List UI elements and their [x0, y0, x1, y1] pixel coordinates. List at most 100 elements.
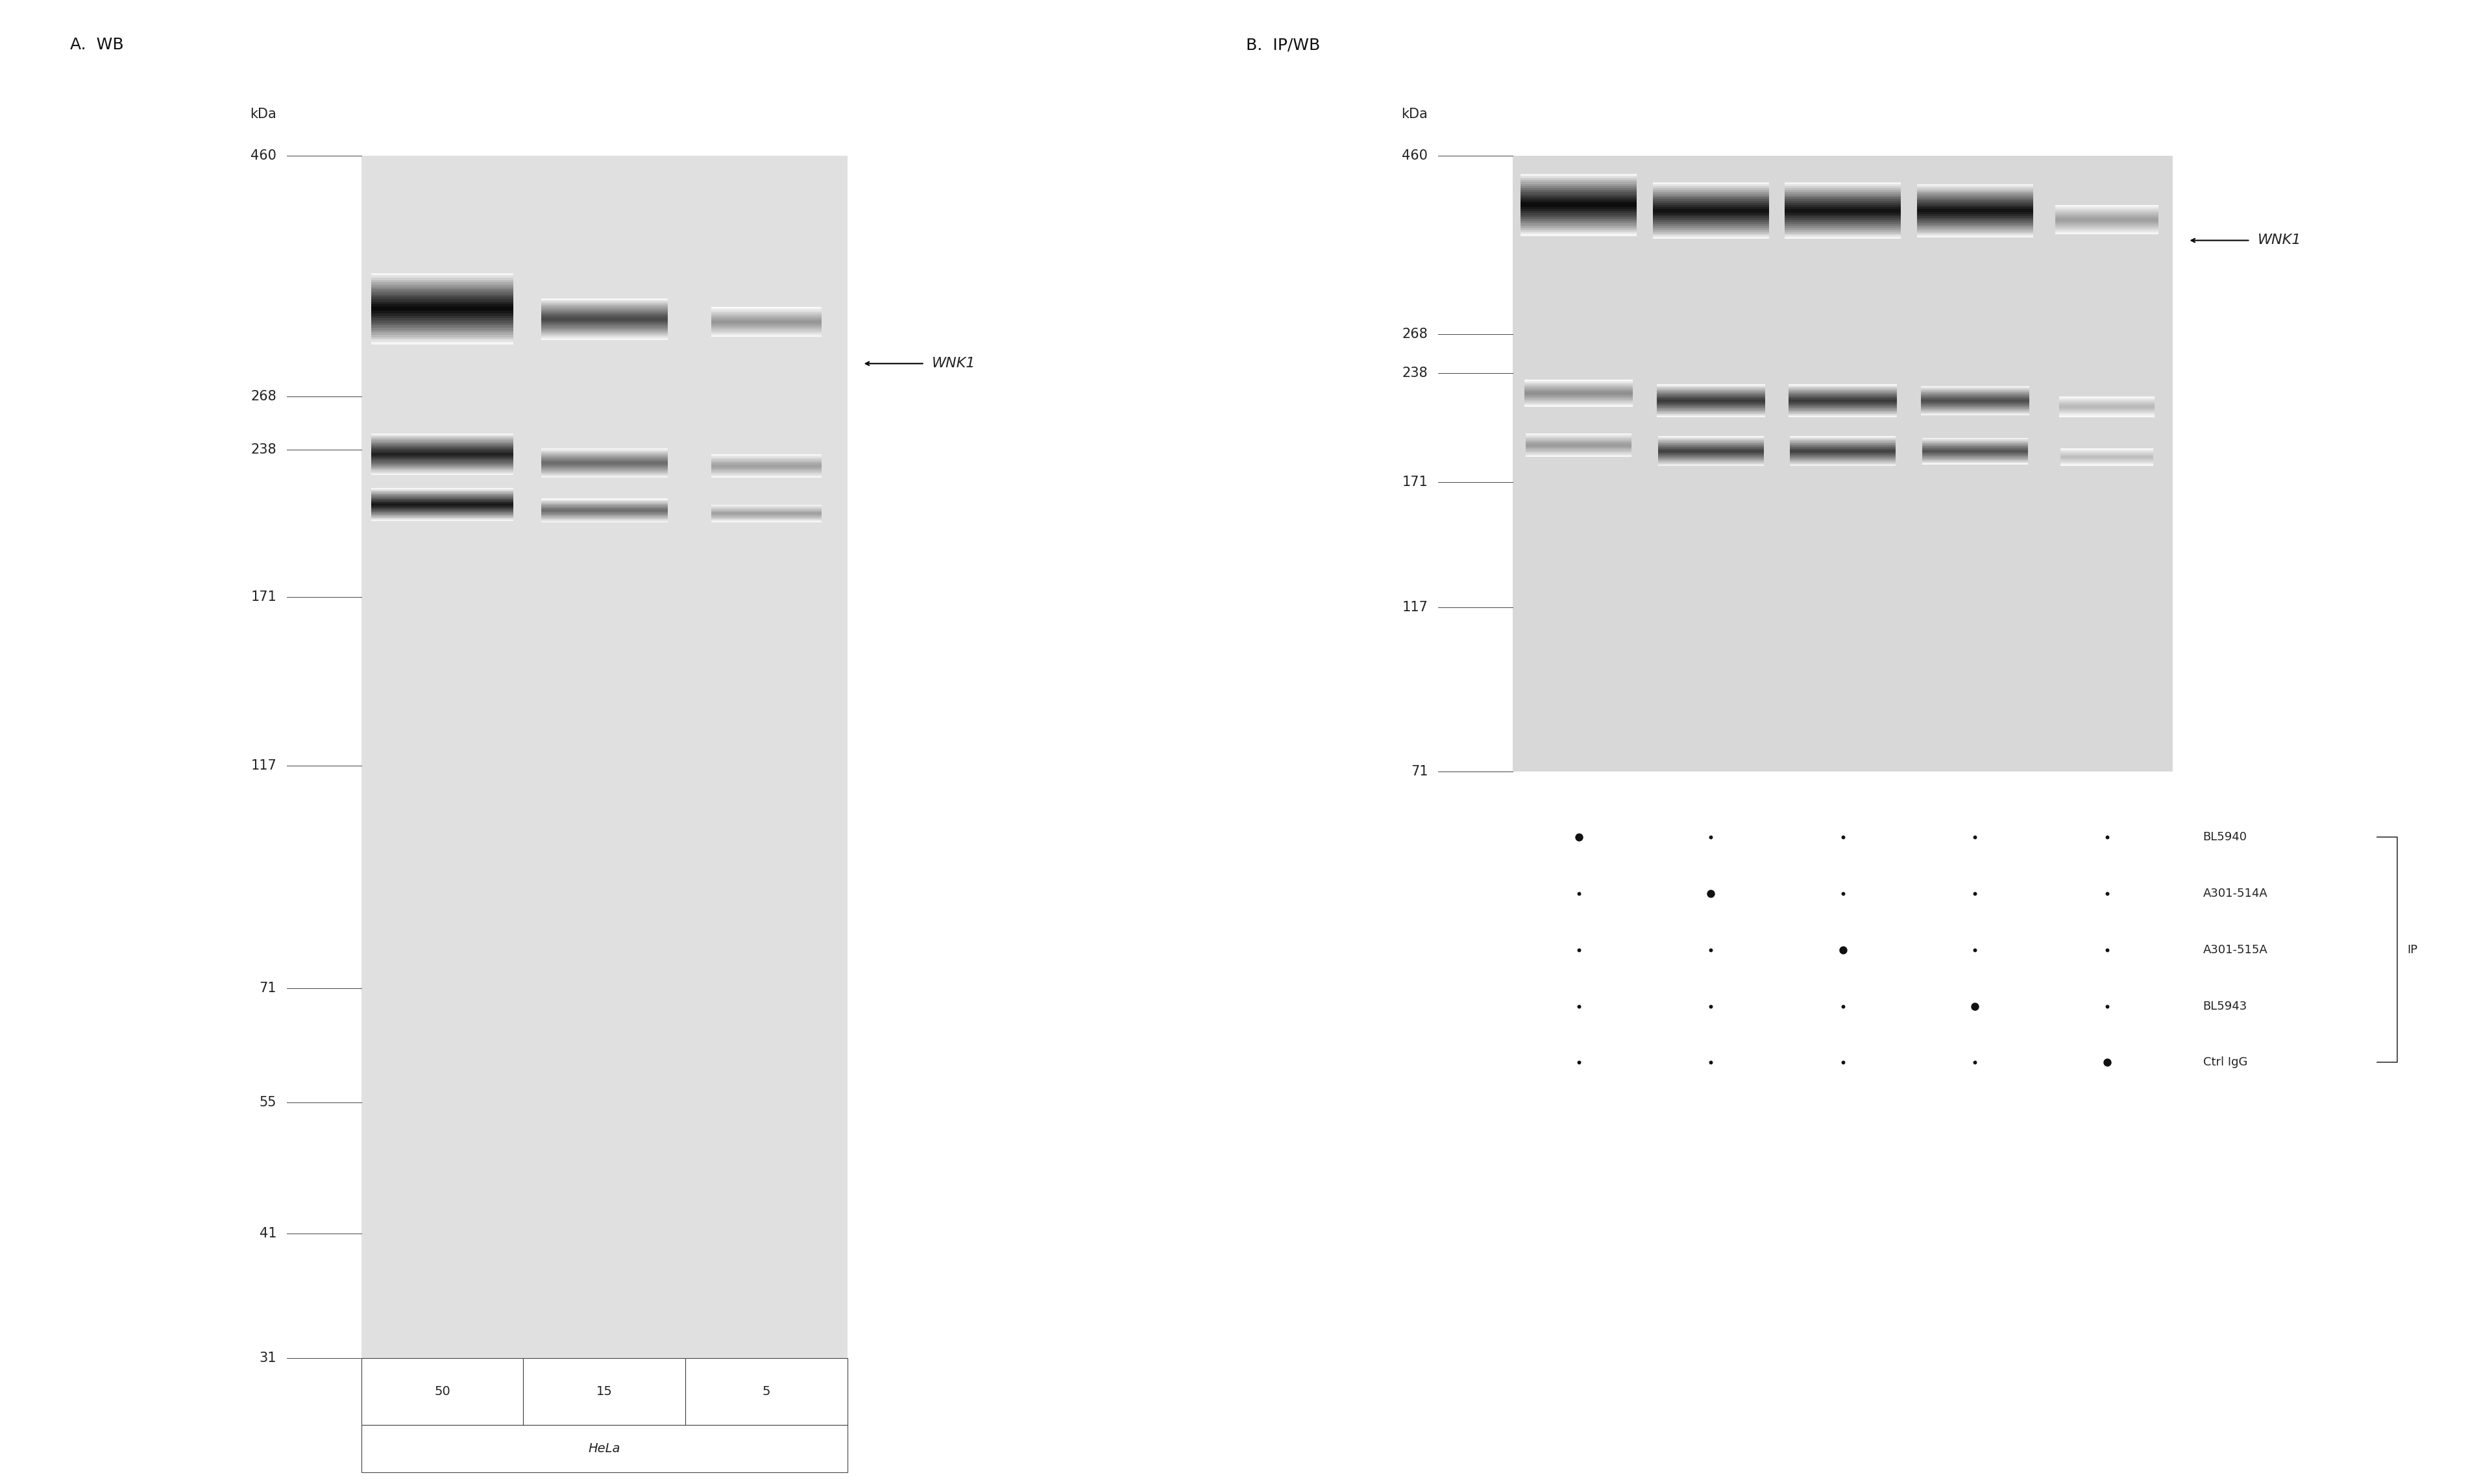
Bar [1520, 206, 1637, 209]
Bar [1916, 199, 2033, 200]
Point [1690, 825, 1729, 849]
Point [1560, 881, 1600, 905]
Bar [1784, 196, 1901, 197]
Bar [1784, 190, 1901, 191]
Bar [1520, 203, 1637, 205]
Bar [371, 316, 513, 318]
Bar [1784, 211, 1901, 212]
Bar [1513, 156, 2173, 772]
Text: 171: 171 [252, 591, 277, 604]
Bar [1916, 229, 2033, 230]
Bar [1784, 224, 1901, 226]
Bar [1784, 212, 1901, 215]
Bar [371, 288, 513, 289]
Text: 50: 50 [434, 1385, 451, 1398]
Bar [1916, 208, 2033, 209]
Point [1690, 881, 1729, 905]
Bar [1652, 211, 1769, 212]
Bar [371, 289, 513, 292]
Point [2088, 881, 2128, 905]
Bar [1652, 209, 1769, 211]
Bar [1916, 186, 2033, 187]
Bar [1784, 202, 1901, 203]
Bar [371, 300, 513, 301]
Bar [1652, 233, 1769, 234]
Bar [1784, 215, 1901, 217]
Bar [371, 328, 513, 329]
Text: B.  IP/WB: B. IP/WB [1246, 37, 1321, 52]
Point [1690, 994, 1729, 1018]
Text: A301-515A: A301-515A [2203, 944, 2268, 956]
Bar [1652, 215, 1769, 217]
Bar [1916, 205, 2033, 208]
Bar [1520, 199, 1637, 200]
Bar [1520, 230, 1637, 232]
Bar [1520, 215, 1637, 217]
Bar [371, 329, 513, 332]
Bar [371, 285, 513, 288]
Bar [1652, 220, 1769, 223]
Bar [371, 309, 513, 312]
Bar [1652, 203, 1769, 205]
Bar [1916, 236, 2033, 237]
Bar [1784, 234, 1901, 237]
Bar [1916, 232, 2033, 234]
Point [1560, 994, 1600, 1018]
Bar [371, 280, 513, 282]
Point [1824, 938, 1864, 962]
Bar [685, 1358, 847, 1425]
Bar [1520, 209, 1637, 211]
Bar [371, 321, 513, 324]
Point [1954, 825, 1994, 849]
Text: 117: 117 [252, 760, 277, 773]
Point [1824, 1051, 1864, 1074]
Bar [1520, 196, 1637, 199]
Bar [1652, 206, 1769, 209]
Bar [1784, 191, 1901, 194]
Bar [1916, 230, 2033, 232]
Bar [1652, 234, 1769, 237]
Bar [361, 156, 847, 1358]
Bar [1520, 205, 1637, 206]
Bar [1520, 178, 1637, 180]
Bar [371, 332, 513, 335]
Bar [1652, 190, 1769, 191]
Text: BL5940: BL5940 [2203, 831, 2248, 843]
Bar [1916, 209, 2033, 211]
Bar [1652, 230, 1769, 232]
Bar [1916, 221, 2033, 223]
Text: HeLa: HeLa [588, 1442, 621, 1454]
Bar [1520, 175, 1637, 178]
Text: 55: 55 [259, 1095, 277, 1109]
Bar [1652, 232, 1769, 233]
Bar [1652, 218, 1769, 220]
Bar [371, 276, 513, 278]
Bar [371, 294, 513, 297]
Bar [1520, 224, 1637, 226]
Bar [371, 292, 513, 294]
Bar [1916, 190, 2033, 191]
Point [2088, 825, 2128, 849]
Bar [1916, 203, 2033, 205]
Bar [1520, 183, 1637, 184]
Bar [1916, 214, 2033, 217]
Bar [1520, 232, 1637, 234]
Point [2088, 1051, 2128, 1074]
Bar [1520, 220, 1637, 221]
Bar [1520, 217, 1637, 220]
Bar [1652, 217, 1769, 218]
Bar [1784, 233, 1901, 234]
Text: A301-514A: A301-514A [2203, 887, 2268, 899]
Point [1824, 825, 1864, 849]
Bar [1520, 186, 1637, 188]
Bar [1520, 194, 1637, 196]
Bar [1916, 220, 2033, 221]
Bar [1784, 237, 1901, 239]
Point [1690, 1051, 1729, 1074]
Bar [1520, 226, 1637, 227]
Bar [1520, 221, 1637, 224]
Bar [1784, 187, 1901, 188]
Point [1560, 1051, 1600, 1074]
Bar [371, 340, 513, 341]
Bar [371, 313, 513, 316]
